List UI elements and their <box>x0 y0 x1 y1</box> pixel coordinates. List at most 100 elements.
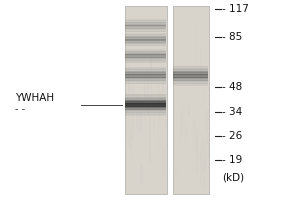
Bar <box>143 113 146 148</box>
Bar <box>125 83 166 84</box>
Bar <box>125 38 166 39</box>
Bar <box>125 45 166 46</box>
Bar <box>173 40 175 85</box>
Bar <box>125 78 166 79</box>
Bar <box>173 81 208 82</box>
Bar <box>125 95 166 96</box>
Bar <box>162 66 164 105</box>
Bar <box>125 109 166 110</box>
Bar <box>125 43 166 44</box>
Bar <box>128 72 130 101</box>
Bar <box>125 25 166 26</box>
Bar <box>192 115 194 152</box>
Bar <box>124 6 167 194</box>
Bar <box>125 62 166 63</box>
Bar <box>125 113 166 114</box>
Bar <box>125 106 166 107</box>
Bar <box>125 68 166 69</box>
Bar <box>125 97 166 98</box>
Bar <box>126 59 128 79</box>
Bar <box>125 53 166 54</box>
Text: (kD): (kD) <box>222 172 244 182</box>
Bar <box>125 40 166 41</box>
Bar <box>194 23 196 70</box>
Bar <box>125 23 166 24</box>
Bar <box>160 91 162 132</box>
Bar <box>125 60 166 61</box>
Bar <box>125 54 166 55</box>
Bar <box>151 100 153 125</box>
Text: YWHAH: YWHAH <box>15 93 54 103</box>
Bar <box>125 56 166 57</box>
Bar <box>125 67 166 68</box>
Bar <box>125 44 166 45</box>
Bar <box>173 69 208 70</box>
Bar <box>125 19 166 20</box>
Bar <box>173 75 208 76</box>
Bar <box>125 45 166 46</box>
Bar <box>125 94 166 95</box>
Bar <box>125 76 166 77</box>
Bar <box>173 66 208 67</box>
Bar <box>201 134 203 175</box>
Bar <box>125 37 166 38</box>
Bar <box>125 77 166 78</box>
Bar <box>125 39 166 40</box>
Bar <box>194 121 196 156</box>
Bar <box>125 115 166 116</box>
Bar <box>125 43 166 44</box>
Bar <box>200 148 201 186</box>
Bar <box>172 6 208 194</box>
Bar <box>192 162 194 172</box>
Bar <box>188 105 190 116</box>
Bar <box>125 74 166 75</box>
Bar <box>125 103 166 104</box>
Bar <box>125 109 166 110</box>
Bar <box>173 69 208 70</box>
Bar <box>206 72 207 85</box>
Bar <box>125 52 166 53</box>
Bar <box>125 51 166 52</box>
Bar <box>125 22 166 23</box>
Bar <box>163 147 165 176</box>
Bar <box>137 96 140 133</box>
Bar <box>125 40 166 41</box>
Bar <box>205 107 206 133</box>
Bar <box>183 93 185 126</box>
Bar <box>125 101 166 102</box>
Bar <box>125 54 166 55</box>
Bar <box>125 49 166 50</box>
Bar <box>125 68 166 69</box>
Bar <box>173 67 208 68</box>
Bar <box>144 74 146 99</box>
Bar <box>125 110 166 111</box>
Text: - -: - - <box>15 104 25 114</box>
Bar <box>150 51 152 69</box>
Bar <box>125 28 166 29</box>
Bar <box>125 28 166 29</box>
Bar <box>130 127 132 149</box>
Bar <box>125 69 166 70</box>
Bar <box>125 79 166 80</box>
Bar <box>173 82 208 83</box>
Bar <box>181 115 183 135</box>
Bar <box>125 59 166 60</box>
Bar <box>158 99 160 125</box>
Bar <box>166 95 168 123</box>
Bar <box>125 74 166 75</box>
Bar <box>125 61 166 62</box>
Bar <box>173 73 208 74</box>
Bar <box>125 112 127 139</box>
Bar <box>206 110 208 144</box>
Bar <box>140 108 142 131</box>
Bar <box>125 72 166 73</box>
Bar <box>125 80 166 81</box>
Bar <box>125 101 166 102</box>
Bar <box>125 71 166 72</box>
Bar <box>153 115 155 132</box>
Bar <box>147 73 149 114</box>
Bar <box>125 24 166 25</box>
Bar <box>134 90 136 135</box>
Bar <box>185 123 187 139</box>
Bar <box>125 100 166 101</box>
